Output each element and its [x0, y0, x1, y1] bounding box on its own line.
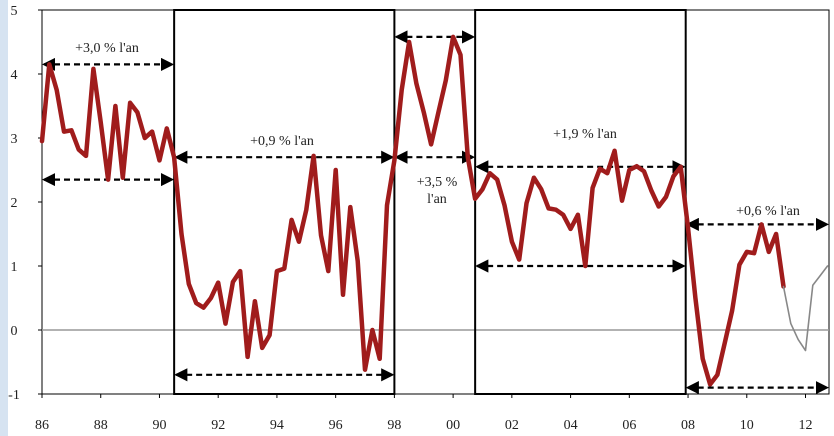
x-tick-label: 04 — [564, 418, 578, 433]
x-tick-label: 88 — [94, 418, 108, 433]
main-series-line — [39, 34, 786, 387]
y-tick-label: -1 — [8, 388, 20, 403]
y-tick-label: 1 — [11, 260, 18, 275]
x-tick-label: 08 — [681, 418, 695, 433]
annotation-label: +0,9 % l'an — [250, 134, 314, 149]
y-tick-label: 0 — [11, 324, 18, 339]
period-box — [173, 9, 396, 395]
annotation-label: +0,6 % l'an — [736, 204, 800, 219]
annotation-label: +1,9 % l'an — [553, 127, 617, 142]
x-tick-label: 00 — [446, 418, 460, 433]
y-tick-label: 3 — [11, 132, 18, 147]
y-tick-label: 5 — [11, 4, 18, 19]
x-tick-label: 94 — [270, 418, 284, 433]
plot-border — [41, 9, 830, 395]
x-tick-label: 98 — [387, 418, 401, 433]
x-tick-label: 06 — [622, 418, 636, 433]
period-box — [474, 9, 687, 395]
annotation-label: +3,5 % — [417, 175, 458, 190]
x-tick-label: 86 — [35, 418, 49, 433]
annotation-label: +3,0 % l'an — [75, 41, 139, 56]
y-tick-label: 2 — [11, 196, 18, 211]
projection-series-line — [782, 265, 829, 352]
x-tick-label: 10 — [740, 418, 754, 433]
x-tick-label: 90 — [152, 418, 166, 433]
annotation-label: l'an — [427, 192, 447, 207]
x-axis: 86 88 90 92 94 96 98 00 02 04 06 08 10 12 — [35, 394, 813, 433]
data-series — [39, 34, 829, 387]
y-tick-label: 4 — [11, 68, 18, 83]
x-tick-label: 96 — [329, 418, 343, 433]
annotations: +3,0 % l'an +0,9 % l'an +3,5 % l'an +1,9… — [75, 41, 800, 219]
x-tick-label: 92 — [211, 418, 225, 433]
x-tick-label: 12 — [799, 418, 813, 433]
x-tick-label: 02 — [505, 418, 519, 433]
y-axis: -1 0 1 2 3 4 5 — [8, 4, 42, 403]
left-strip — [0, 0, 8, 436]
trend-arrows — [42, 30, 829, 395]
